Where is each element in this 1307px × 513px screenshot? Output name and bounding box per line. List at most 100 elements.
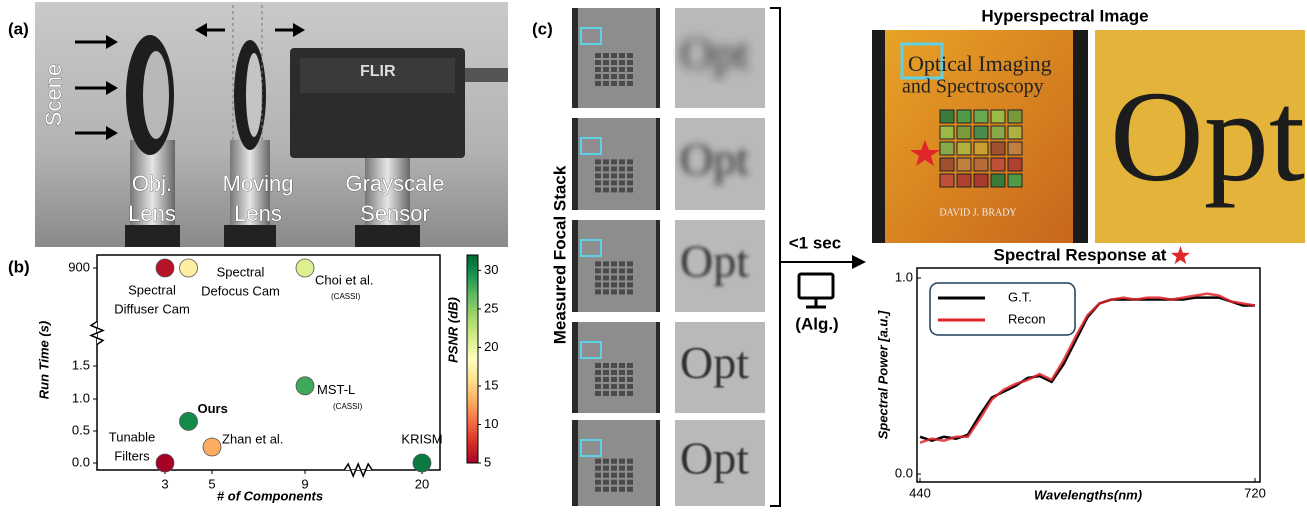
color-patch	[957, 158, 971, 171]
colorbar-tick-label: 30	[484, 262, 498, 277]
colorbar-cell	[467, 265, 478, 269]
color-patch	[1008, 142, 1022, 155]
stack-grid	[619, 187, 625, 192]
stack-grid	[595, 53, 601, 58]
colorbar-cell	[467, 255, 478, 259]
colorbar-cell	[467, 310, 478, 314]
stack-grid	[627, 282, 633, 287]
stack-grid	[619, 180, 625, 185]
colorbar-label: PSNR (dB)	[445, 297, 460, 363]
stack-grid	[619, 473, 625, 478]
point-label: Ours	[198, 401, 228, 416]
colorbar-cell	[467, 314, 478, 318]
monitor-icon	[799, 274, 833, 307]
stack-grid	[603, 268, 609, 273]
colorbar-cell	[467, 359, 478, 363]
stack-grid	[627, 53, 633, 58]
stack-grid	[603, 261, 609, 266]
colorbar-cell	[467, 272, 478, 276]
colorbar-tick-label: 20	[484, 339, 498, 354]
colorbar-tick-label: 25	[484, 300, 498, 315]
crop-text: Opt	[680, 433, 749, 484]
color-patch	[974, 158, 988, 171]
stack-grid	[603, 487, 609, 492]
stack-grid	[595, 261, 601, 266]
point-label: Choi et al.	[315, 272, 374, 287]
color-patch	[991, 142, 1005, 155]
stack-grid	[603, 466, 609, 471]
point-label: Zhan et al.	[222, 431, 283, 446]
colorbar-cell	[467, 331, 478, 335]
axis-break	[344, 464, 372, 476]
crop-text: Opt	[1110, 65, 1305, 209]
colorbar-cell	[467, 397, 478, 401]
y-axis-label: Run Time (s)	[36, 321, 51, 400]
stack-grid	[619, 370, 625, 375]
data-point	[180, 259, 198, 277]
colorbar-cell	[467, 401, 478, 405]
stack-grid	[627, 473, 633, 478]
color-patch	[991, 174, 1005, 187]
color-patch	[1008, 174, 1022, 187]
colorbar-cell	[467, 335, 478, 339]
colorbar-cell	[467, 262, 478, 266]
y-axis-label: Spectral Power [a.u.]	[875, 310, 890, 439]
colorbar-cell	[467, 321, 478, 325]
stack-grid	[603, 159, 609, 164]
stack-grid	[611, 53, 617, 58]
colorbar-cell	[467, 380, 478, 384]
colorbar-cell	[467, 387, 478, 391]
component-label: Lens	[128, 201, 176, 226]
colorbar-cell	[467, 290, 478, 294]
point-label: Defocus Cam	[201, 283, 280, 298]
colorbar-cell	[467, 366, 478, 370]
colorbar-cell	[467, 300, 478, 304]
book-title: and Spectroscopy	[902, 76, 1044, 98]
colorbar-cell	[467, 258, 478, 262]
stack-grid	[627, 67, 633, 72]
point-label: Tunable	[109, 429, 156, 444]
stack-grid	[603, 74, 609, 79]
colorbar-cell	[467, 421, 478, 425]
stack-grid	[627, 268, 633, 273]
stack-grid	[627, 459, 633, 464]
stack-grid	[619, 487, 625, 492]
chart-title: Spectral Response at	[994, 245, 1167, 264]
stack-grid	[595, 81, 601, 86]
data-point	[203, 438, 221, 456]
stack-grid	[595, 473, 601, 478]
stack-grid	[611, 166, 617, 171]
colorbar-cell	[467, 376, 478, 380]
stack-grid	[595, 480, 601, 485]
crop-text: Opt	[680, 236, 749, 287]
point-label: Spectral	[128, 282, 176, 297]
colorbar-cell	[467, 390, 478, 394]
stack-grid	[619, 459, 625, 464]
colorbar-cell	[467, 394, 478, 398]
stack-grid	[627, 180, 633, 185]
stack-grid	[627, 391, 633, 396]
y-tick-label: 0.0	[895, 465, 913, 480]
colorbar-cell	[467, 442, 478, 446]
crop-text: Opt	[680, 134, 749, 185]
crop-text: Opt	[680, 337, 749, 388]
colorbar-cell	[467, 317, 478, 321]
colorbar-cell	[467, 304, 478, 308]
stack-grid	[627, 159, 633, 164]
stack-grid	[595, 74, 601, 79]
stack-grid	[603, 275, 609, 280]
stack-grid	[595, 377, 601, 382]
stack-grid	[595, 60, 601, 65]
stack-grid	[595, 180, 601, 185]
legend-label: G.T.	[1008, 289, 1032, 304]
stack-grid	[611, 67, 617, 72]
color-patch	[940, 110, 954, 123]
color-patch	[957, 126, 971, 139]
color-patch	[957, 174, 971, 187]
legend-label: Recon	[1008, 311, 1046, 326]
colorbar-cell	[467, 369, 478, 373]
stack-grid	[611, 459, 617, 464]
data-point	[156, 454, 174, 472]
data-point	[413, 454, 431, 472]
stack-grid	[611, 282, 617, 287]
